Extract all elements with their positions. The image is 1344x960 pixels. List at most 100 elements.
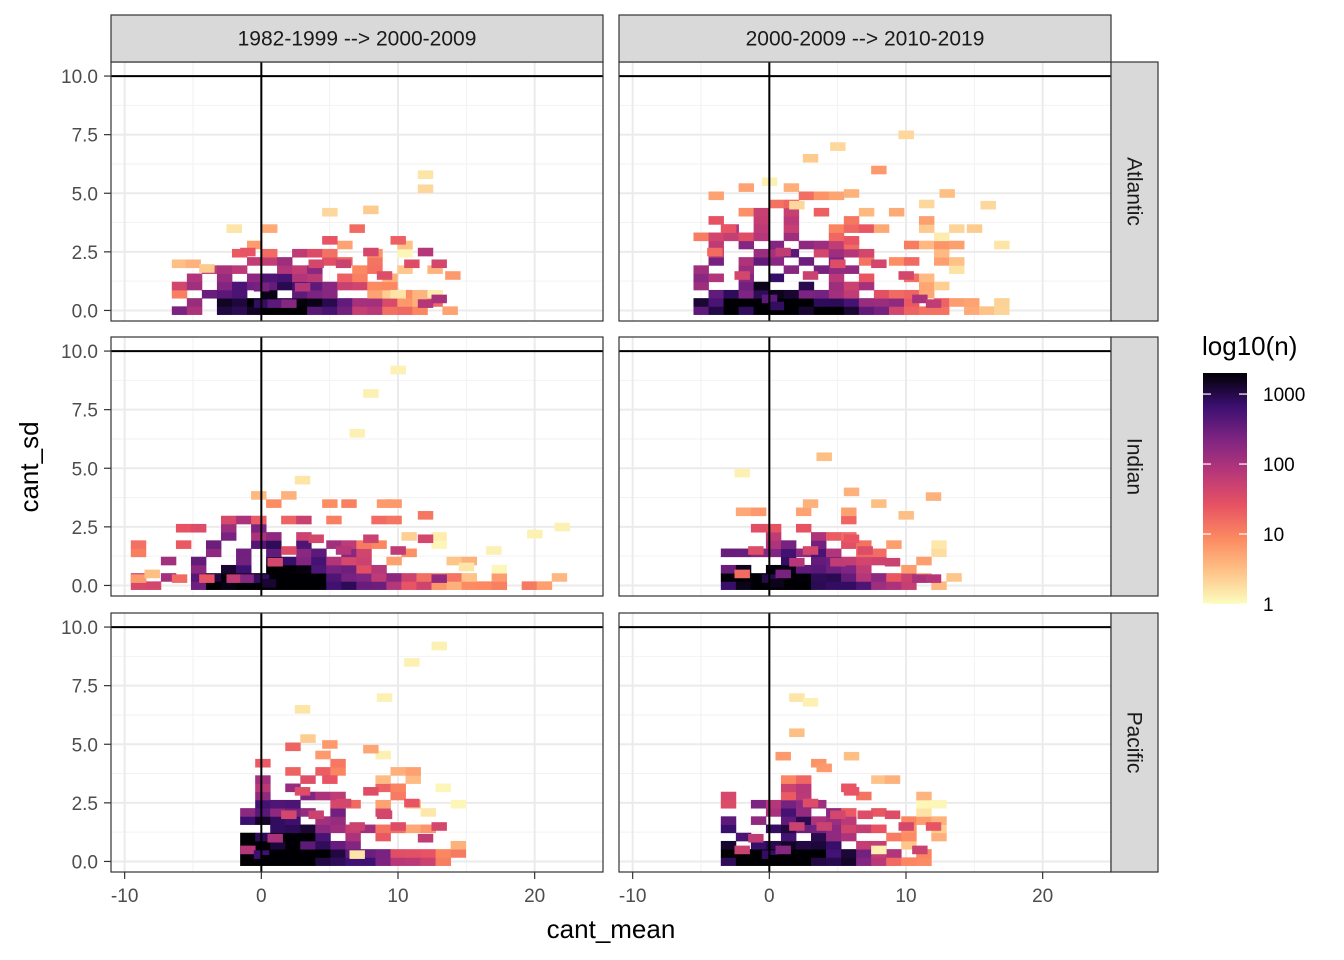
heatmap-tile xyxy=(277,265,293,274)
heatmap-tile xyxy=(236,515,252,525)
heatmap-tile xyxy=(934,306,950,315)
heatmap-tile xyxy=(417,299,434,308)
y-tick-label: 7.5 xyxy=(72,126,98,147)
heatmap-tile xyxy=(190,581,207,590)
heatmap-tile xyxy=(826,840,842,850)
heatmap-tile xyxy=(307,281,323,291)
heatmap-tile xyxy=(811,548,827,558)
heatmap-tile xyxy=(856,573,872,582)
heatmap-tile xyxy=(856,581,872,590)
heatmap-tile xyxy=(858,248,875,258)
heatmap-tile xyxy=(873,306,890,315)
heatmap-tile xyxy=(884,775,901,784)
heatmap-tile xyxy=(843,236,860,245)
heatmap-tile xyxy=(554,522,570,532)
heatmap-tile xyxy=(420,857,436,866)
heatmap-tile xyxy=(337,298,353,307)
heatmap-tile xyxy=(461,581,477,590)
heatmap-tile xyxy=(281,810,297,820)
heatmap-tile xyxy=(816,763,832,773)
heatmap-tile xyxy=(341,581,357,590)
heatmap-tile xyxy=(693,281,709,291)
heatmap-tile xyxy=(826,816,842,825)
heatmap-tile xyxy=(262,257,278,266)
heatmap-tile xyxy=(826,832,842,842)
heatmap-tile xyxy=(240,808,256,817)
heatmap-tile xyxy=(994,240,1010,250)
heatmap-tile xyxy=(382,298,398,307)
heatmap-tile xyxy=(397,248,413,258)
heatmap-tile xyxy=(335,546,352,555)
heatmap-tile xyxy=(270,849,286,858)
heatmap-tile xyxy=(416,573,432,582)
heatmap-tile xyxy=(356,564,372,574)
heatmap-tile xyxy=(171,574,188,583)
heatmap-tile xyxy=(281,491,297,500)
heatmap-tile xyxy=(857,546,873,555)
heatmap-tile xyxy=(768,257,785,266)
heatmap-tile xyxy=(738,207,755,217)
heatmap-tile xyxy=(856,849,872,858)
heatmap-tile xyxy=(326,573,342,582)
heatmap-tile xyxy=(205,540,222,549)
heatmap-tile xyxy=(826,548,842,558)
heatmap-tile xyxy=(931,581,947,590)
heatmap-tile xyxy=(783,207,800,217)
heatmap-tile xyxy=(720,824,737,834)
heatmap-tile xyxy=(367,298,383,307)
heatmap-tile xyxy=(330,808,346,817)
heatmap-tile xyxy=(738,240,755,250)
heatmap-tile xyxy=(360,824,376,834)
heatmap-tile xyxy=(307,306,323,315)
heatmap-tile xyxy=(431,641,447,651)
heatmap-tile xyxy=(201,289,218,299)
heatmap-tile xyxy=(300,775,316,784)
heatmap-tile xyxy=(934,281,950,291)
heatmap-tile xyxy=(780,857,797,866)
heatmap-tile xyxy=(375,775,391,784)
heatmap-tile xyxy=(431,259,447,269)
heatmap-tile xyxy=(830,142,846,151)
heatmap-tile xyxy=(375,799,391,809)
heatmap-tile xyxy=(292,273,308,283)
heatmap-tile xyxy=(341,564,357,574)
heatmap-tile xyxy=(795,783,812,793)
heatmap-tile xyxy=(431,294,447,304)
heatmap-tile xyxy=(262,248,278,258)
heatmap-tile xyxy=(435,849,452,858)
heatmap-tile xyxy=(841,515,857,525)
heatmap-tile xyxy=(330,758,346,768)
heatmap-tile xyxy=(315,857,331,866)
heatmap-tile xyxy=(255,791,271,801)
heatmap-tile xyxy=(858,257,875,266)
heatmap-tile xyxy=(841,507,857,517)
heatmap-tile xyxy=(871,499,887,508)
heatmap-tile xyxy=(292,248,308,258)
heatmap-tile xyxy=(190,573,207,582)
heatmap-tile xyxy=(360,849,376,858)
heatmap-tile xyxy=(382,289,398,299)
heatmap-tile xyxy=(871,824,887,834)
heatmap-tile xyxy=(753,289,770,299)
heatmap-tile xyxy=(735,548,752,558)
heatmap-tile xyxy=(843,248,860,258)
x-tick-label: 10 xyxy=(387,886,408,907)
heatmap-tile xyxy=(888,298,905,307)
heatmap-tile xyxy=(901,840,917,850)
heatmap-tile xyxy=(416,581,432,590)
heatmap-tile xyxy=(925,822,942,831)
heatmap-tile xyxy=(795,523,812,533)
heatmap-tile xyxy=(221,564,237,574)
heatmap-tile xyxy=(260,579,277,588)
heatmap-tile xyxy=(450,840,467,850)
heatmap-tile xyxy=(285,857,301,866)
heatmap-tile xyxy=(315,750,331,760)
heatmap-tile xyxy=(300,824,316,834)
x-tick-label: 20 xyxy=(1032,886,1053,907)
heatmap-tile xyxy=(939,189,955,198)
heatmap-tile xyxy=(300,734,316,743)
heatmap-tile xyxy=(795,816,812,825)
heatmap-tile xyxy=(382,306,398,315)
heatmap-tile xyxy=(240,857,256,866)
heatmap-tile xyxy=(830,259,846,269)
